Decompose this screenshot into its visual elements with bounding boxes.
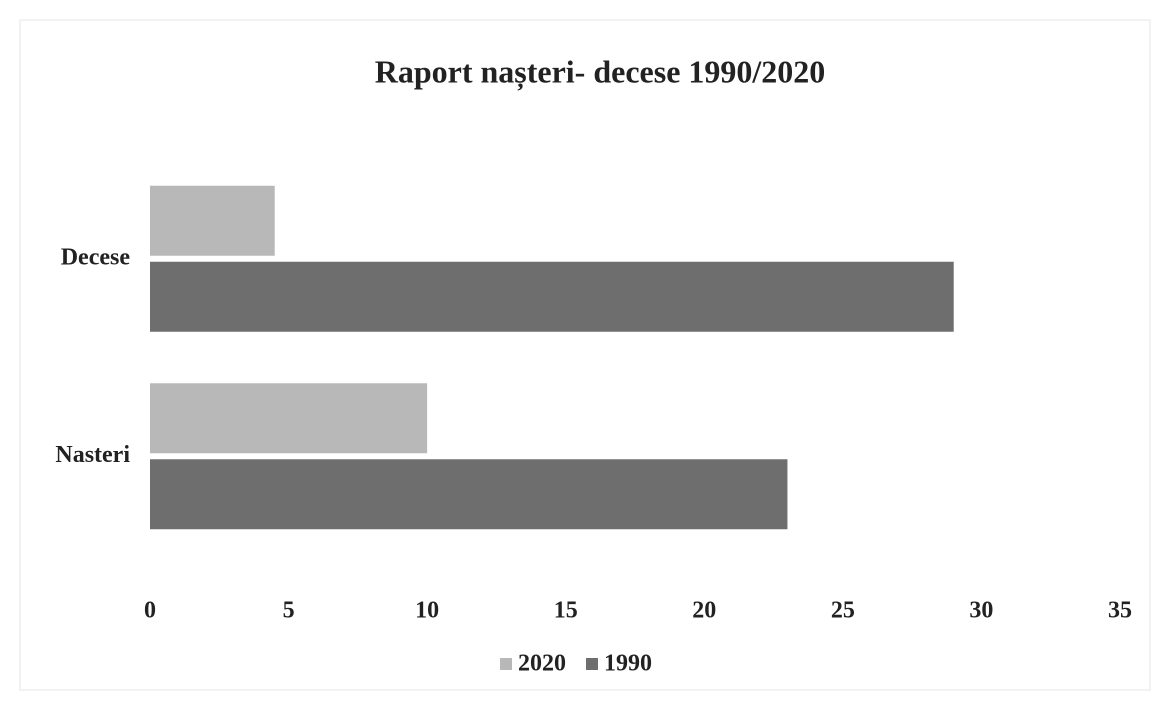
bar <box>150 261 954 332</box>
x-tick-label: 30 <box>969 598 993 624</box>
legend-label: 2020 <box>518 651 566 677</box>
legend-swatch <box>500 658 512 670</box>
chart-border <box>19 19 1151 691</box>
bar <box>150 459 788 530</box>
x-tick-label: 5 <box>283 598 295 624</box>
x-tick-label: 20 <box>692 598 716 624</box>
x-tick-label: 25 <box>831 598 855 624</box>
x-tick-label: 0 <box>144 598 156 624</box>
y-tick-label: Decese <box>61 244 131 270</box>
bar <box>150 383 428 454</box>
legend-swatch <box>586 658 598 670</box>
chart-title: Raport nașteri- decese 1990/2020 <box>375 53 826 90</box>
x-tick-label: 35 <box>1108 598 1132 624</box>
y-tick-label: Nasteri <box>55 442 130 468</box>
legend-label: 1990 <box>604 651 652 677</box>
bar <box>150 185 275 256</box>
x-tick-label: 10 <box>415 598 439 624</box>
x-tick-label: 15 <box>554 598 578 624</box>
